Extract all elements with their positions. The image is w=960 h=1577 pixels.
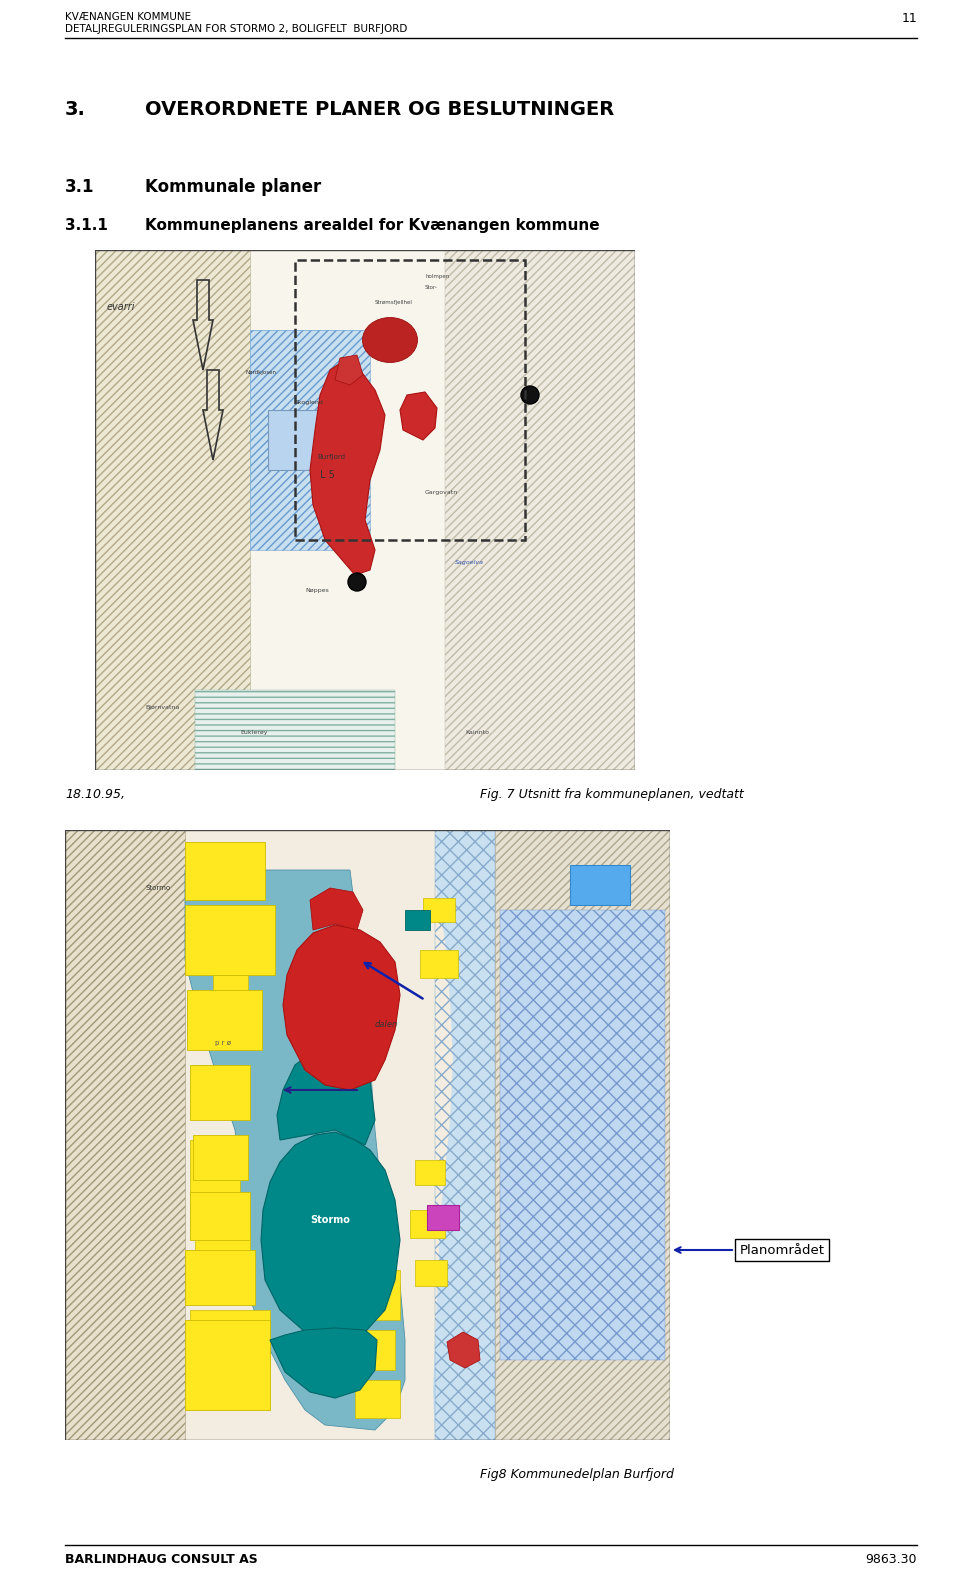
Bar [210,1005,250,1039]
Text: KVÆNANGEN KOMMUNE: KVÆNANGEN KOMMUNE [65,13,191,22]
Polygon shape [277,1046,375,1145]
Circle shape [348,572,366,591]
Text: Stormo: Stormo [145,885,170,891]
Bar [95,251,250,770]
Bar [195,1080,240,1115]
Text: 11: 11 [901,11,917,25]
Text: Kommuneplanens arealdel for Kvænangen kommune: Kommuneplanens arealdel for Kvænangen ko… [145,218,600,233]
Polygon shape [270,1328,377,1397]
Bar [415,1260,447,1285]
Bar [423,897,455,923]
Bar [295,260,525,539]
Text: Burfjord: Burfjord [317,454,345,460]
Bar [195,1230,250,1274]
Bar [500,910,665,1359]
Bar [500,910,665,1359]
Bar [345,1329,395,1370]
Bar [410,1210,445,1238]
Polygon shape [261,1132,400,1340]
Text: Sagoelva: Sagoelva [455,560,484,565]
Text: Bjørnvatna: Bjørnvatna [145,705,180,710]
Bar [415,1161,445,1184]
Bar [190,1064,250,1120]
Bar [95,251,250,770]
Text: 3.: 3. [65,99,85,118]
Bar [250,330,370,550]
Bar [193,1135,248,1180]
Text: Stor-: Stor- [425,285,438,290]
Text: Nøppes: Nøppes [305,588,328,593]
Text: 3.1: 3.1 [65,178,94,196]
Text: 9863.30: 9863.30 [866,1553,917,1566]
Bar [195,691,395,770]
Text: DETALJREGULERINGSPLAN FOR STORMO 2, BOLIGFELT  BURFJORD: DETALJREGULERINGSPLAN FOR STORMO 2, BOLI… [65,24,407,35]
Bar [355,1380,400,1418]
Circle shape [521,386,539,404]
Bar [445,251,635,770]
Polygon shape [283,926,400,1090]
FancyBboxPatch shape [250,330,370,550]
Text: Fig8 Kommunedelplan Burfjord: Fig8 Kommunedelplan Burfjord [480,1468,674,1481]
Bar [190,1310,270,1366]
Text: Skoglend: Skoglend [295,401,324,405]
Bar [435,830,495,1440]
Polygon shape [310,360,385,576]
Bar [495,830,670,1440]
Bar [190,1140,240,1195]
Text: Fig. 7 Utsnitt fra kommuneplanen, vedtatt: Fig. 7 Utsnitt fra kommuneplanen, vedtat… [480,788,744,801]
Text: Planområdet: Planområdet [739,1244,825,1257]
Bar [65,830,185,1440]
Text: Strømsfjellhel: Strømsfjellhel [375,300,413,304]
Text: Kainnto: Kainnto [465,730,489,735]
Text: Euklerøy: Euklerøy [240,730,268,735]
Polygon shape [185,871,405,1430]
Polygon shape [400,393,437,440]
Text: Nørdkjosen: Nørdkjosen [245,371,276,375]
Bar [185,1251,255,1306]
Bar [195,691,395,770]
Text: p r ø: p r ø [215,1039,231,1046]
Bar [185,842,265,900]
Bar [420,949,458,978]
FancyBboxPatch shape [427,1205,459,1230]
Text: 18.10.95,: 18.10.95, [65,788,125,801]
Text: BARLINDHAUG CONSULT AS: BARLINDHAUG CONSULT AS [65,1553,257,1566]
Bar [190,1192,250,1240]
FancyBboxPatch shape [405,910,430,930]
Bar [335,1269,400,1320]
Polygon shape [447,1333,480,1367]
Text: 3.1.1: 3.1.1 [65,218,108,233]
Text: evarri: evarri [107,303,135,312]
Text: L 5: L 5 [320,470,335,479]
Ellipse shape [363,317,418,363]
Bar [185,1320,270,1410]
Text: holmpen: holmpen [425,274,449,279]
Polygon shape [310,888,363,930]
Bar [185,905,275,975]
Bar [268,410,323,470]
Text: OVERORDNETE PLANER OG BESLUTNINGER: OVERORDNETE PLANER OG BESLUTNINGER [145,99,614,118]
Bar [445,251,635,770]
Text: Kommunale planer: Kommunale planer [145,178,322,196]
Text: Gargovatn: Gargovatn [425,490,458,495]
Bar [570,866,630,905]
Bar [187,990,262,1050]
Bar [495,830,670,1440]
Text: Stormo: Stormo [310,1214,350,1225]
Text: dalen: dalen [375,1020,398,1030]
Polygon shape [335,355,363,385]
Bar [65,830,185,1440]
Polygon shape [433,830,495,1440]
Bar [213,975,248,1003]
